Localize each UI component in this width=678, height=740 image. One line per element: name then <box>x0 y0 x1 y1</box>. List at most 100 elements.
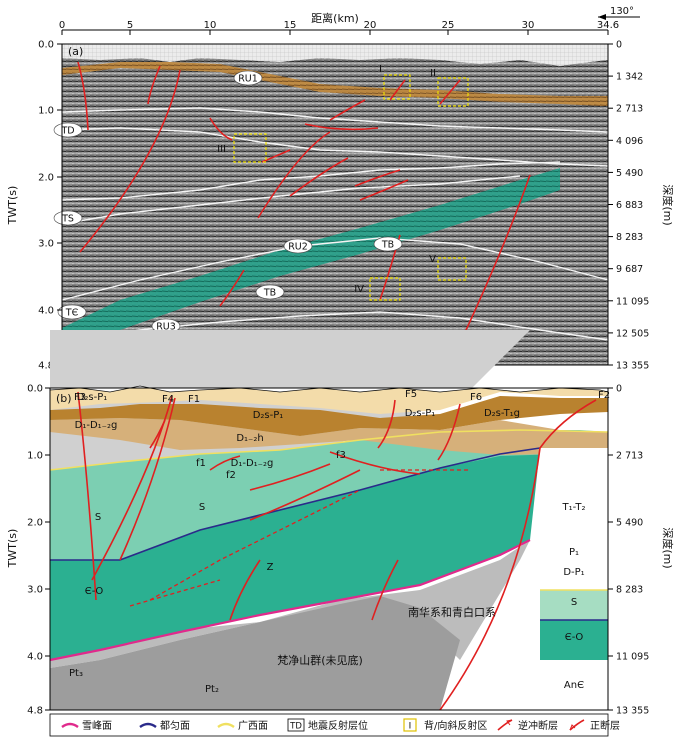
unit-label: D₁-D₁₋₂g <box>75 420 118 431</box>
unit-label: Є-O <box>565 632 584 643</box>
panel-b-depth-tick-label: 5 490 <box>616 518 643 529</box>
unit-label: D₂s-P₁ <box>405 408 436 419</box>
panel-b-y-tick-label: 1.0 <box>27 451 43 462</box>
panel-a-depth-tick-label: 9 687 <box>616 264 643 275</box>
panel-b-geological-section: F3 F4 F1 F5 F6 F2 f1 f2 f3 D₂s-P₁ D₁-D₁₋₂g D₂s-P₁ D… <box>49 330 610 711</box>
panel-b-left-axis: 0.0 1.0 2.0 3.0 4.0 4.8 TWT(s) <box>6 384 50 717</box>
panel-a-depth-tick-label: 12 505 <box>616 328 649 339</box>
panel-b-depth-tick-label: 13 355 <box>616 706 649 717</box>
panel-a-faults <box>77 61 531 365</box>
panel-a-depth-tick-label: 4 096 <box>616 136 643 147</box>
panel-a-y-tick-label: 4.0 <box>38 306 54 317</box>
unit-label: S <box>199 502 205 513</box>
zone-box-II <box>437 77 469 107</box>
distance-axis-title: 距离(km) <box>311 11 359 25</box>
unit-label: S <box>571 597 577 608</box>
zone-box-I <box>383 74 411 100</box>
panel-a-right-axis: 0 1 342 2 713 4 096 5 490 6 883 8 283 9 687 11 0… <box>608 40 675 372</box>
panel-a-depth-tick-label: 6 883 <box>616 200 643 211</box>
region-label: 南华系和青白口系 <box>408 605 496 619</box>
horizon-badge <box>255 284 285 300</box>
horizon-label: TD <box>60 126 74 137</box>
horizon-badge <box>57 304 87 320</box>
zone-label: II <box>430 68 436 79</box>
zone-label: IV <box>354 284 364 295</box>
panel-a-left-axis: 0.0 1.0 2.0 3.0 4.0 4.8 TWT(s) <box>6 40 62 372</box>
unit-label: AnЄ <box>564 680 584 691</box>
horizon-label: RU3 <box>156 322 176 333</box>
panel-a-depth-tick-label: 8 283 <box>616 232 643 243</box>
unit-label: D₂s-T₁g <box>484 408 520 419</box>
panel-b-depth-axis-title: 深度(m) <box>661 527 675 568</box>
panel-a-depth-tick-label: 5 490 <box>616 168 643 179</box>
legend-label: 雪峰面 <box>82 720 112 732</box>
legend-label: 背/向斜反射区 <box>424 719 487 732</box>
unit-label: T₁-T₂ <box>562 502 586 513</box>
fault-label: F3 <box>74 392 86 403</box>
zone-box-IV <box>369 277 401 301</box>
minor-fault-label: f1 <box>196 458 206 469</box>
horizon-badge <box>283 238 313 254</box>
panel-a-y-axis-title: TWT(s) <box>6 186 19 226</box>
unit-label: Є-O <box>85 586 104 597</box>
fault-label: F5 <box>405 389 417 400</box>
panel-b-depth-tick-label: 0 <box>616 384 622 395</box>
unit-label: D₁-D₁₋₂g <box>231 458 274 469</box>
panel-a-depth-tick-label: 1 342 <box>616 72 643 83</box>
panel-a-y-tick-label: 0.0 <box>38 40 54 51</box>
x-tick-label: 15 <box>284 20 297 31</box>
x-tick-label: 0 <box>59 20 65 31</box>
horizon-label: TЄ <box>65 308 79 319</box>
horizon-label: TS <box>61 214 74 225</box>
zone-label: V <box>429 254 436 265</box>
horizon-badge <box>233 70 263 86</box>
panel-b-right-axis: 0 2 713 5 490 8 283 11 095 13 355 深度(m) <box>608 384 675 717</box>
unit-label: D₂s-P₁ <box>253 410 284 421</box>
panel-a-y-tick-label: 1.0 <box>38 106 54 117</box>
unit-label: D₂s-P₁ <box>77 392 108 403</box>
orientation-indicator: 130° <box>598 6 640 20</box>
panel-b-faults <box>77 391 597 711</box>
panel-b-depth-tick-label: 8 283 <box>616 585 643 596</box>
legend-label: 地震反射层位 <box>308 719 368 732</box>
fault-label: F2 <box>598 390 610 401</box>
horizon-label: RU1 <box>238 74 258 85</box>
horizon-badge <box>53 210 83 226</box>
legend-symbol: I <box>409 722 412 732</box>
fault-label: F4 <box>162 394 174 405</box>
x-tick-label: 5 <box>127 20 133 31</box>
fault-label: F6 <box>470 392 482 403</box>
panel-a-y-tick-label: 4.8 <box>38 361 54 372</box>
legend: 雪峰面 都匀面 广西面 TD 地震反射层位 I 背/向斜反射区 逆冲断层 正断层 <box>49 713 620 737</box>
panel-b-y-tick-label: 4.0 <box>27 652 43 663</box>
x-tick-label: 34.6 <box>597 20 619 31</box>
panel-a-y-tick-label: 2.0 <box>38 173 54 184</box>
panel-a-y-tick-label: 3.0 <box>38 239 54 250</box>
horizon-label: TB <box>263 288 276 299</box>
zone-label: III <box>217 144 226 155</box>
panel-a-depth-axis-title: 深度(m) <box>661 184 675 225</box>
horizon-badge <box>373 236 403 252</box>
minor-fault-label: f2 <box>226 470 236 481</box>
panel-a-depth-tick-label: 13 355 <box>616 361 649 372</box>
unit-label: D-P₁ <box>563 567 584 578</box>
legend-symbol: TD <box>289 722 302 732</box>
panel-b-y-tick-label: 2.0 <box>27 518 43 529</box>
legend-label: 正断层 <box>590 719 620 732</box>
horizon-label: RU2 <box>288 242 308 253</box>
unit-label: S <box>95 512 101 523</box>
legend-label: 都匀面 <box>160 720 190 732</box>
panel-b-y-tick-label: 4.8 <box>27 706 43 717</box>
panel-b-depth-tick-label: 2 713 <box>616 451 643 462</box>
horizon-label: TB <box>381 240 394 251</box>
zone-label: I <box>379 64 382 75</box>
legend-label: 逆冲断层 <box>518 719 558 732</box>
panel-a-depth-tick-label: 2 713 <box>616 104 643 115</box>
panel-a-label: (a) <box>68 45 83 58</box>
x-tick-label: 30 <box>522 20 535 31</box>
x-tick-label: 10 <box>204 20 217 31</box>
panel-b-y-tick-label: 0.0 <box>27 384 43 395</box>
panel-b-y-axis-title: TWT(s) <box>6 529 19 569</box>
